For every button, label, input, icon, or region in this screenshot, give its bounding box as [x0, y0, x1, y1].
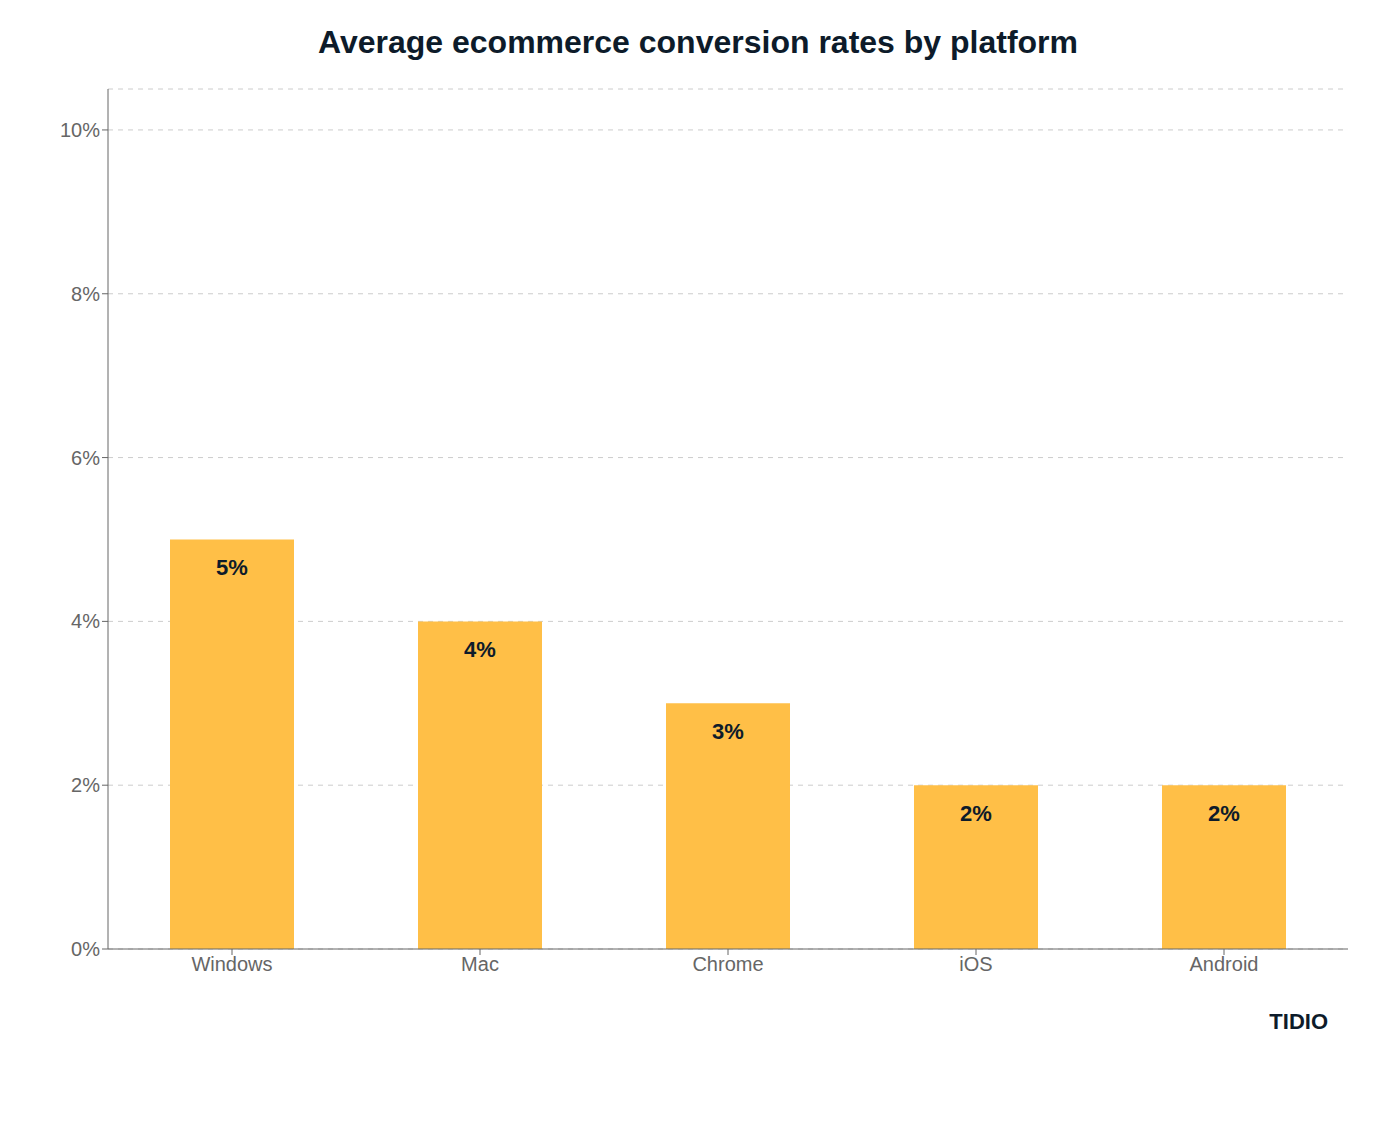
svg-text:10%: 10%	[60, 119, 100, 141]
html-text:TIDIO: TIDIO	[1269, 1009, 1328, 1034]
svg-text:Windows: Windows	[191, 953, 272, 975]
html-text:Average ecommerce conversion r: Average ecommerce conversion rates by pl…	[318, 24, 1078, 60]
svg-text:2%: 2%	[960, 801, 992, 826]
svg-text:5%: 5%	[216, 555, 248, 580]
svg-text:Chrome: Chrome	[692, 953, 763, 975]
svg-text:4%: 4%	[464, 637, 496, 662]
svg-text:2%: 2%	[71, 774, 100, 796]
svg-text:8%: 8%	[71, 283, 100, 305]
svg-text:3%: 3%	[712, 719, 744, 744]
svg-text:iOS: iOS	[959, 953, 992, 975]
svg-text:Android: Android	[1190, 953, 1259, 975]
svg-text:6%: 6%	[71, 447, 100, 469]
svg-text:Mac: Mac	[461, 953, 499, 975]
svg-text:4%: 4%	[71, 610, 100, 632]
svg-text:0%: 0%	[71, 938, 100, 960]
svg-text:2%: 2%	[1208, 801, 1240, 826]
